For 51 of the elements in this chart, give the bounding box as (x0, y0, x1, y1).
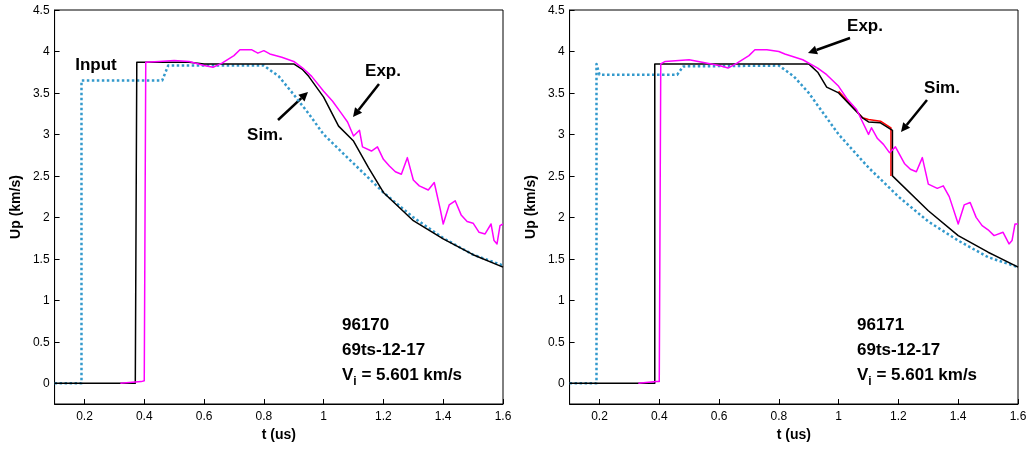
x-tick-label: 0.4 (135, 409, 153, 423)
y-tick-label: 4.5 (547, 3, 565, 17)
x-tick-label: 1.6 (494, 409, 512, 423)
annotation: 96171 (857, 315, 905, 334)
y-tick-label: 4.5 (32, 3, 50, 17)
x-tick-label: 0.2 (76, 409, 94, 423)
y-tick-label: 0 (557, 376, 565, 391)
x-tick-label: 1.4 (949, 409, 967, 423)
y-tick-label: 4 (557, 44, 565, 59)
y-tick-label: 1 (42, 293, 50, 308)
line-series (119, 49, 504, 385)
y-tick-label: 3 (42, 127, 50, 142)
annotation: Exp. (365, 60, 401, 80)
x-tick-label: 1 (320, 409, 328, 423)
y-tick-label: 2 (557, 210, 565, 225)
annotation: 69ts-12-17 (342, 340, 426, 359)
line-series (637, 49, 1019, 385)
y-tick-label: 3.5 (547, 85, 565, 100)
x-tick-label: 1.6 (1009, 409, 1027, 423)
x-tick-label: 1.4 (434, 409, 452, 423)
x-axis-title: t (us) (776, 425, 811, 442)
y-tick-label: 3 (557, 127, 565, 142)
y-tick-label: 2.5 (32, 168, 50, 183)
y-tick-label: 0.5 (32, 334, 50, 349)
x-tick-label: 0.8 (255, 409, 273, 423)
annotation: Sim. (247, 124, 283, 144)
annotation: 69ts-12-17 (857, 340, 941, 359)
x-tick-label: 0.4 (650, 409, 668, 423)
x-tick-label: 1.2 (890, 409, 908, 423)
x-tick-label: 0.8 (770, 409, 788, 423)
y-tick-label: 0 (42, 376, 50, 391)
y-tick-label: 1 (557, 293, 565, 308)
x-tick-label: 0.6 (710, 409, 728, 423)
y-tick-label: 3.5 (32, 85, 50, 100)
y-tick-label: 2.5 (547, 168, 565, 183)
annotation: 96170 (342, 315, 390, 334)
y-tick-label: 1.5 (32, 251, 50, 266)
y-tick-label: 0.5 (547, 334, 565, 349)
x-tick-label: 1 (835, 409, 843, 423)
annotation: Input (75, 54, 118, 74)
y-axis-title: Up (km/s) (7, 175, 23, 239)
y-axis-title: Up (km/s) (522, 175, 538, 239)
annotation: Sim. (924, 77, 960, 97)
y-tick-label: 4 (42, 44, 50, 59)
y-tick-label: 1.5 (547, 251, 565, 266)
x-tick-label: 0.2 (591, 409, 609, 423)
x-tick-label: 1.2 (375, 409, 393, 423)
annotation: Exp. (847, 15, 883, 35)
y-tick-label: 2 (42, 210, 50, 225)
x-axis-title: t (us) (261, 425, 296, 442)
x-tick-label: 0.6 (195, 409, 213, 423)
